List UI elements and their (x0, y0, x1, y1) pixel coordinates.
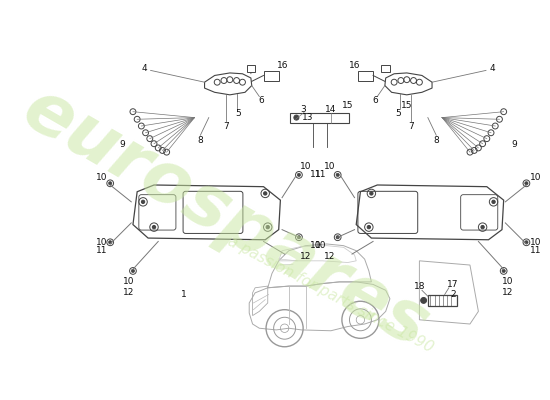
Text: 18: 18 (414, 282, 425, 290)
Circle shape (481, 226, 485, 229)
Text: 11: 11 (310, 170, 322, 179)
Text: 10: 10 (502, 277, 514, 286)
Text: 10: 10 (123, 277, 135, 286)
Circle shape (263, 192, 267, 195)
Text: 10: 10 (96, 238, 107, 247)
Text: 6: 6 (373, 96, 378, 105)
Text: 5: 5 (235, 109, 241, 118)
Text: 10: 10 (310, 241, 322, 250)
Text: 7: 7 (408, 122, 414, 130)
Text: 8: 8 (433, 136, 439, 145)
Text: 10: 10 (530, 238, 541, 247)
Text: 4: 4 (141, 64, 147, 73)
Circle shape (294, 115, 299, 120)
Circle shape (108, 182, 112, 185)
Circle shape (297, 173, 301, 176)
Text: 3: 3 (300, 105, 306, 114)
Text: 7: 7 (223, 122, 228, 130)
Circle shape (297, 236, 301, 239)
Text: 1: 1 (180, 290, 186, 299)
Text: 10: 10 (315, 241, 327, 250)
Text: 6: 6 (258, 96, 264, 105)
Text: 11: 11 (96, 246, 107, 255)
Text: 15: 15 (401, 101, 412, 110)
Text: 11: 11 (530, 246, 541, 255)
Text: 2: 2 (450, 290, 456, 299)
Circle shape (141, 200, 145, 204)
Circle shape (367, 226, 371, 229)
Text: 16: 16 (277, 61, 289, 70)
Text: 10: 10 (323, 162, 335, 171)
Text: 17: 17 (447, 280, 458, 289)
Circle shape (525, 182, 528, 185)
Text: 9: 9 (119, 140, 125, 149)
Text: 12: 12 (300, 252, 311, 261)
Text: 12: 12 (502, 288, 514, 297)
Circle shape (492, 200, 495, 204)
Text: 9: 9 (512, 140, 518, 149)
Text: 10: 10 (96, 173, 107, 182)
Text: eurospares: eurospares (10, 75, 441, 363)
Circle shape (336, 236, 339, 239)
Circle shape (525, 240, 528, 244)
Text: 11: 11 (315, 170, 327, 179)
Text: 12: 12 (323, 252, 335, 261)
Circle shape (266, 226, 270, 229)
Text: 14: 14 (325, 105, 337, 114)
Text: 8: 8 (197, 136, 203, 145)
Text: 4: 4 (490, 64, 496, 73)
Text: 13: 13 (302, 113, 314, 122)
Circle shape (502, 269, 505, 273)
Circle shape (131, 269, 135, 273)
Text: 15: 15 (342, 101, 354, 110)
Circle shape (336, 173, 339, 176)
Text: 16: 16 (349, 61, 360, 70)
Circle shape (370, 192, 373, 195)
Text: 12: 12 (123, 288, 134, 297)
Circle shape (421, 298, 427, 303)
Circle shape (108, 240, 112, 244)
Text: 5: 5 (395, 109, 401, 118)
Text: a passion for parts since 1990: a passion for parts since 1990 (226, 234, 436, 355)
Circle shape (152, 226, 156, 229)
Text: 10: 10 (300, 162, 311, 171)
Text: 10: 10 (530, 173, 541, 182)
